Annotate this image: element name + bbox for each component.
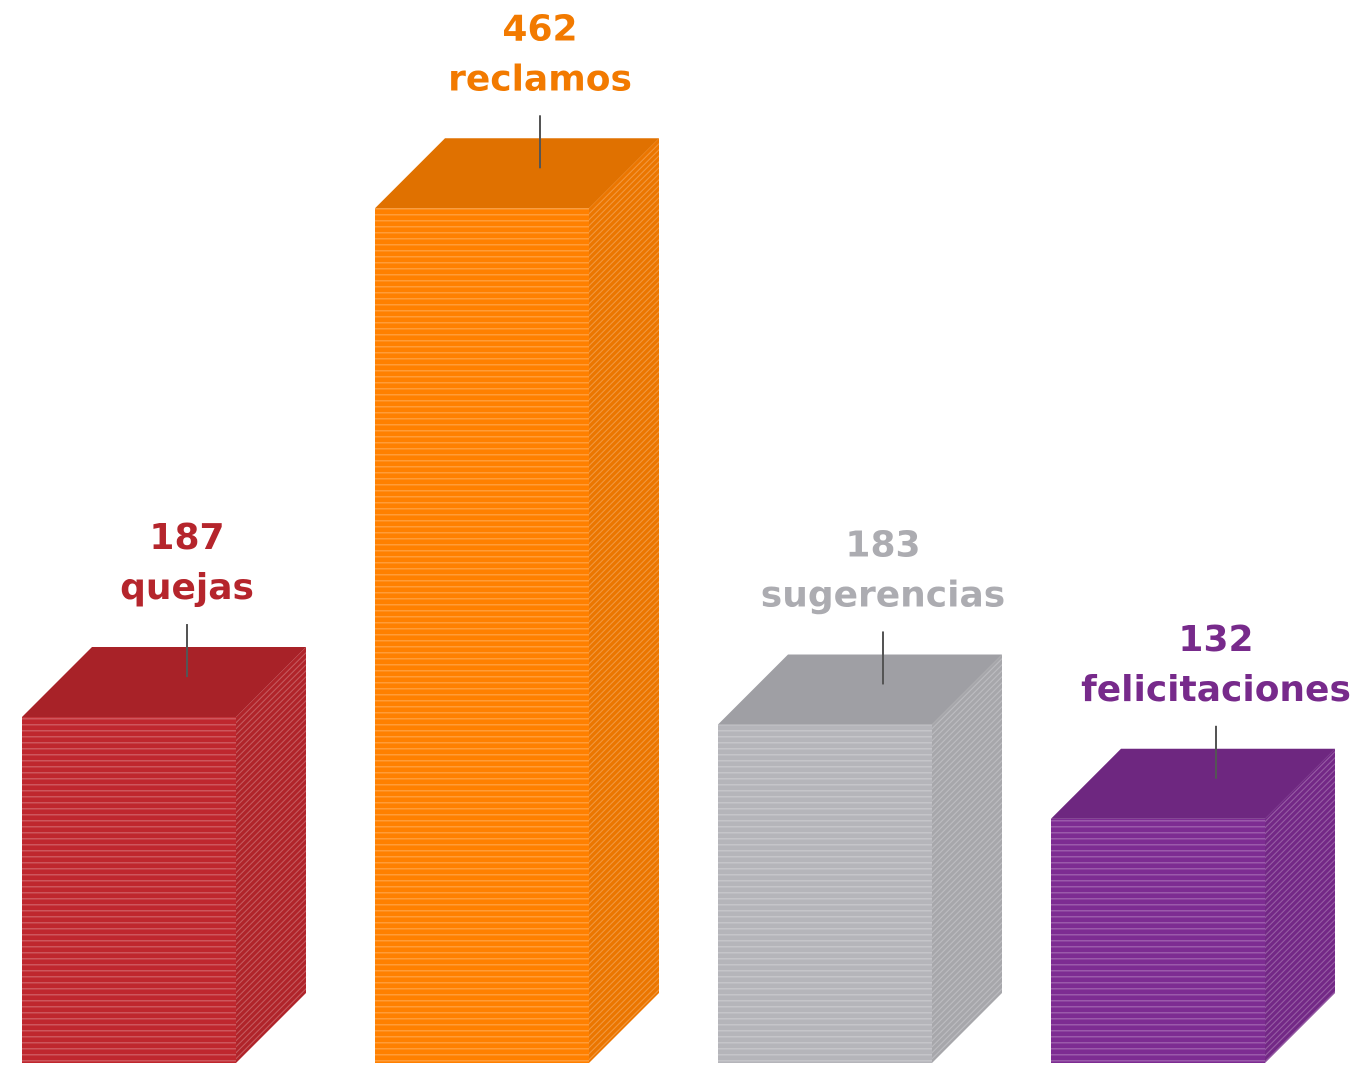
bar-stripes [22, 717, 236, 1063]
bar-side-stripes [236, 647, 306, 1063]
category-label: felicitaciones [1081, 669, 1351, 710]
bar-stripes [1051, 819, 1265, 1063]
value-label: 183 [845, 524, 920, 565]
bar-side-stripes [589, 138, 659, 1063]
category-label: quejas [120, 567, 254, 608]
bar-side-stripes [932, 654, 1002, 1063]
bar-stripes [375, 208, 589, 1063]
chart: 187 quejas 462 reclamos 183 sugerencias 132 fel… [0, 0, 1354, 1063]
value-label: 132 [1178, 619, 1253, 660]
bar-stripes [718, 724, 932, 1063]
category-label: sugerencias [761, 574, 1005, 615]
value-label: 187 [149, 517, 224, 558]
category-label: reclamos [448, 58, 632, 99]
value-label: 462 [502, 8, 577, 49]
